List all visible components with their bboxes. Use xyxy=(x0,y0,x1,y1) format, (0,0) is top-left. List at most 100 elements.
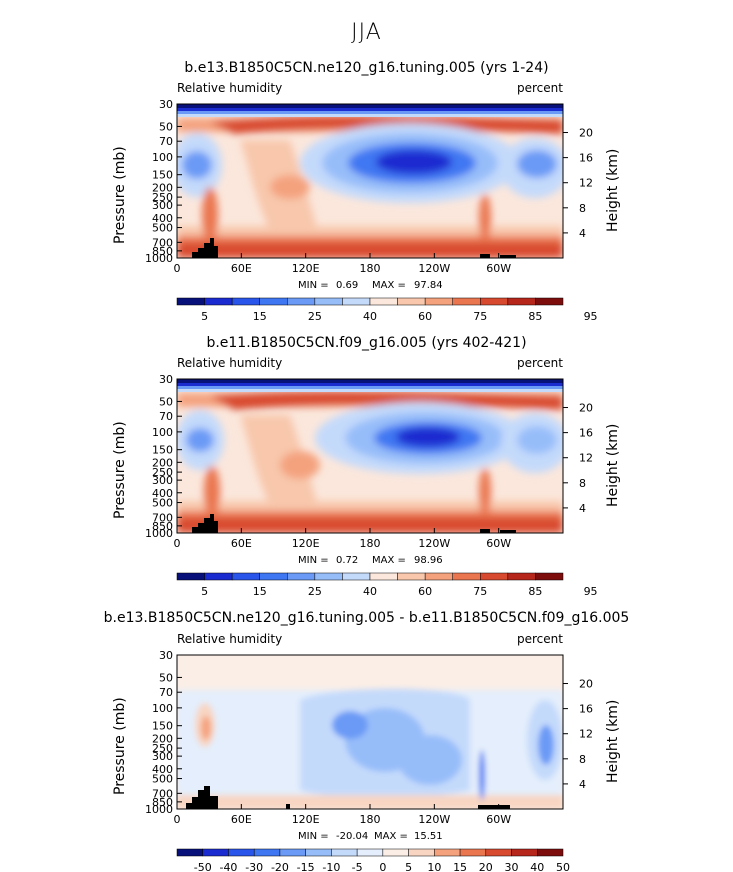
colorbar-label: 15 xyxy=(253,310,267,323)
panel-1-min-value: 0.69 xyxy=(336,280,359,291)
height-tick-label: 8 xyxy=(579,753,586,766)
pressure-tick-label: 100 xyxy=(152,151,173,164)
height-tick-label: 20 xyxy=(579,402,593,415)
colorbar-swatch xyxy=(331,848,358,857)
height-tick-label: 20 xyxy=(579,127,593,140)
colorbar-label: 15 xyxy=(253,585,267,598)
colorbar-label: 60 xyxy=(418,310,432,323)
colorbar-label: 75 xyxy=(473,585,487,598)
colorbar-label: 60 xyxy=(418,585,432,598)
colorbar-swatch xyxy=(408,848,435,857)
colorbar-label: 85 xyxy=(528,585,542,598)
colorbar-swatch xyxy=(382,848,409,857)
colorbar-label: -30 xyxy=(245,861,263,872)
panel-2-max-label: MAX = xyxy=(372,555,406,566)
colorbar-label: 95 xyxy=(584,585,598,598)
pressure-tick-label: 500 xyxy=(152,222,173,235)
figure-season-title: JJA xyxy=(351,20,382,45)
colorbar-label: 75 xyxy=(473,310,487,323)
pressure-tick-label: 300 xyxy=(152,199,173,212)
colorbar-label: 15 xyxy=(453,861,467,872)
colorbar-swatch xyxy=(202,848,229,857)
panel-1-variable: Relative humidity xyxy=(177,81,283,95)
panel-3-units: percent xyxy=(517,632,563,646)
colorbar-swatch xyxy=(511,848,538,857)
colorbar-swatch xyxy=(253,848,281,857)
colorbar-swatch xyxy=(485,848,512,857)
x-tick-label: 60W xyxy=(486,537,511,550)
pressure-tick-label: 700 xyxy=(152,787,173,800)
pressure-tick-label: 300 xyxy=(152,474,173,487)
panel-3-min-value: -20.04 xyxy=(336,831,369,842)
colorbar-swatch xyxy=(259,572,288,581)
colorbar-swatch xyxy=(204,297,233,306)
pressure-tick-label: 500 xyxy=(152,773,173,786)
colorbar-swatch xyxy=(231,572,260,581)
colorbar-label: 5 xyxy=(201,310,208,323)
x-tick-label: 60E xyxy=(231,262,252,275)
pressure-tick-label: 150 xyxy=(152,720,173,733)
colorbar-label: 85 xyxy=(528,310,542,323)
colorbar-swatch xyxy=(287,297,316,306)
pressure-tick-label: 30 xyxy=(159,373,173,386)
panel-1-title: b.e13.B1850C5CN.ne120_g16.tuning.005 (yr… xyxy=(184,60,549,76)
colorbar-swatch xyxy=(176,572,205,581)
panel-2-units: percent xyxy=(517,356,563,370)
panel-1-max-value: 97.84 xyxy=(414,280,443,291)
colorbar-label: -15 xyxy=(297,861,315,872)
colorbar-label: 30 xyxy=(505,861,519,872)
colorbar-swatch xyxy=(356,848,384,857)
x-tick-label: 0 xyxy=(174,813,181,826)
colorbar-swatch xyxy=(342,572,371,581)
panel-1-plot: 0 60E 120E 180 120W 60W 30 50 70 100 150200250300… xyxy=(145,98,593,275)
x-tick-label: 180 xyxy=(360,262,381,275)
x-tick-label: 60W xyxy=(486,813,511,826)
colorbar-swatch xyxy=(397,297,426,306)
colorbar-swatch xyxy=(507,572,536,581)
pressure-tick-label: 400 xyxy=(152,763,173,776)
x-tick-label: 0 xyxy=(174,262,181,275)
x-tick-label: 120W xyxy=(418,262,450,275)
pressure-tick-label: 700 xyxy=(152,236,173,249)
pressure-tick-label: 300 xyxy=(152,750,173,763)
pressure-tick-label: 50 xyxy=(159,120,173,133)
pressure-tick-label: 500 xyxy=(152,497,173,510)
pressure-tick-label: 1000 xyxy=(145,252,173,265)
pressure-tick-label: 200 xyxy=(152,181,173,194)
height-tick-label: 8 xyxy=(579,477,586,490)
colorbar-swatch xyxy=(434,848,461,857)
pressure-tick-label: 30 xyxy=(159,649,173,662)
height-tick-label: 4 xyxy=(579,227,586,240)
height-tick-label: 4 xyxy=(579,778,586,791)
colorbar-swatch xyxy=(397,572,426,581)
panel-3-max-label: MAX = xyxy=(374,831,408,842)
colorbar-swatch xyxy=(507,297,536,306)
colorbar-swatch xyxy=(228,848,255,857)
colorbar-label: -5 xyxy=(352,861,363,872)
panel-2-title: b.e11.B1850C5CN.f09_g16.005 (yrs 402-421… xyxy=(206,335,527,351)
colorbar-swatch xyxy=(314,572,343,581)
panel-2-plot: 0 60E 120E 180 120W 60W 30 50 70 100 150200250300… xyxy=(145,373,593,550)
pressure-tick-label: 1000 xyxy=(145,803,173,816)
pressure-tick-label: 700 xyxy=(152,511,173,524)
colorbar-label: 40 xyxy=(363,310,377,323)
colorbar-swatch xyxy=(342,297,371,306)
pressure-tick-label: 30 xyxy=(159,98,173,111)
colorbar-label: 10 xyxy=(427,861,441,872)
height-tick-label: 12 xyxy=(579,452,593,465)
colorbar-swatch xyxy=(459,848,487,857)
height-tick-label: 16 xyxy=(579,427,593,440)
colorbar-label: 25 xyxy=(308,310,322,323)
panel-1-max-label: MAX = xyxy=(372,280,406,291)
colorbar-label: -50 xyxy=(194,861,212,872)
pressure-tick-label: 150 xyxy=(152,169,173,182)
x-tick-label: 120W xyxy=(418,813,450,826)
height-tick-label: 8 xyxy=(579,202,586,215)
colorbar-label: 95 xyxy=(584,310,598,323)
colorbar-swatch xyxy=(537,848,564,857)
panel-2-min-value: 0.72 xyxy=(336,555,359,566)
colorbar-label: -10 xyxy=(322,861,340,872)
pressure-tick-label: 400 xyxy=(152,487,173,500)
pressure-tick-label: 150 xyxy=(152,444,173,457)
